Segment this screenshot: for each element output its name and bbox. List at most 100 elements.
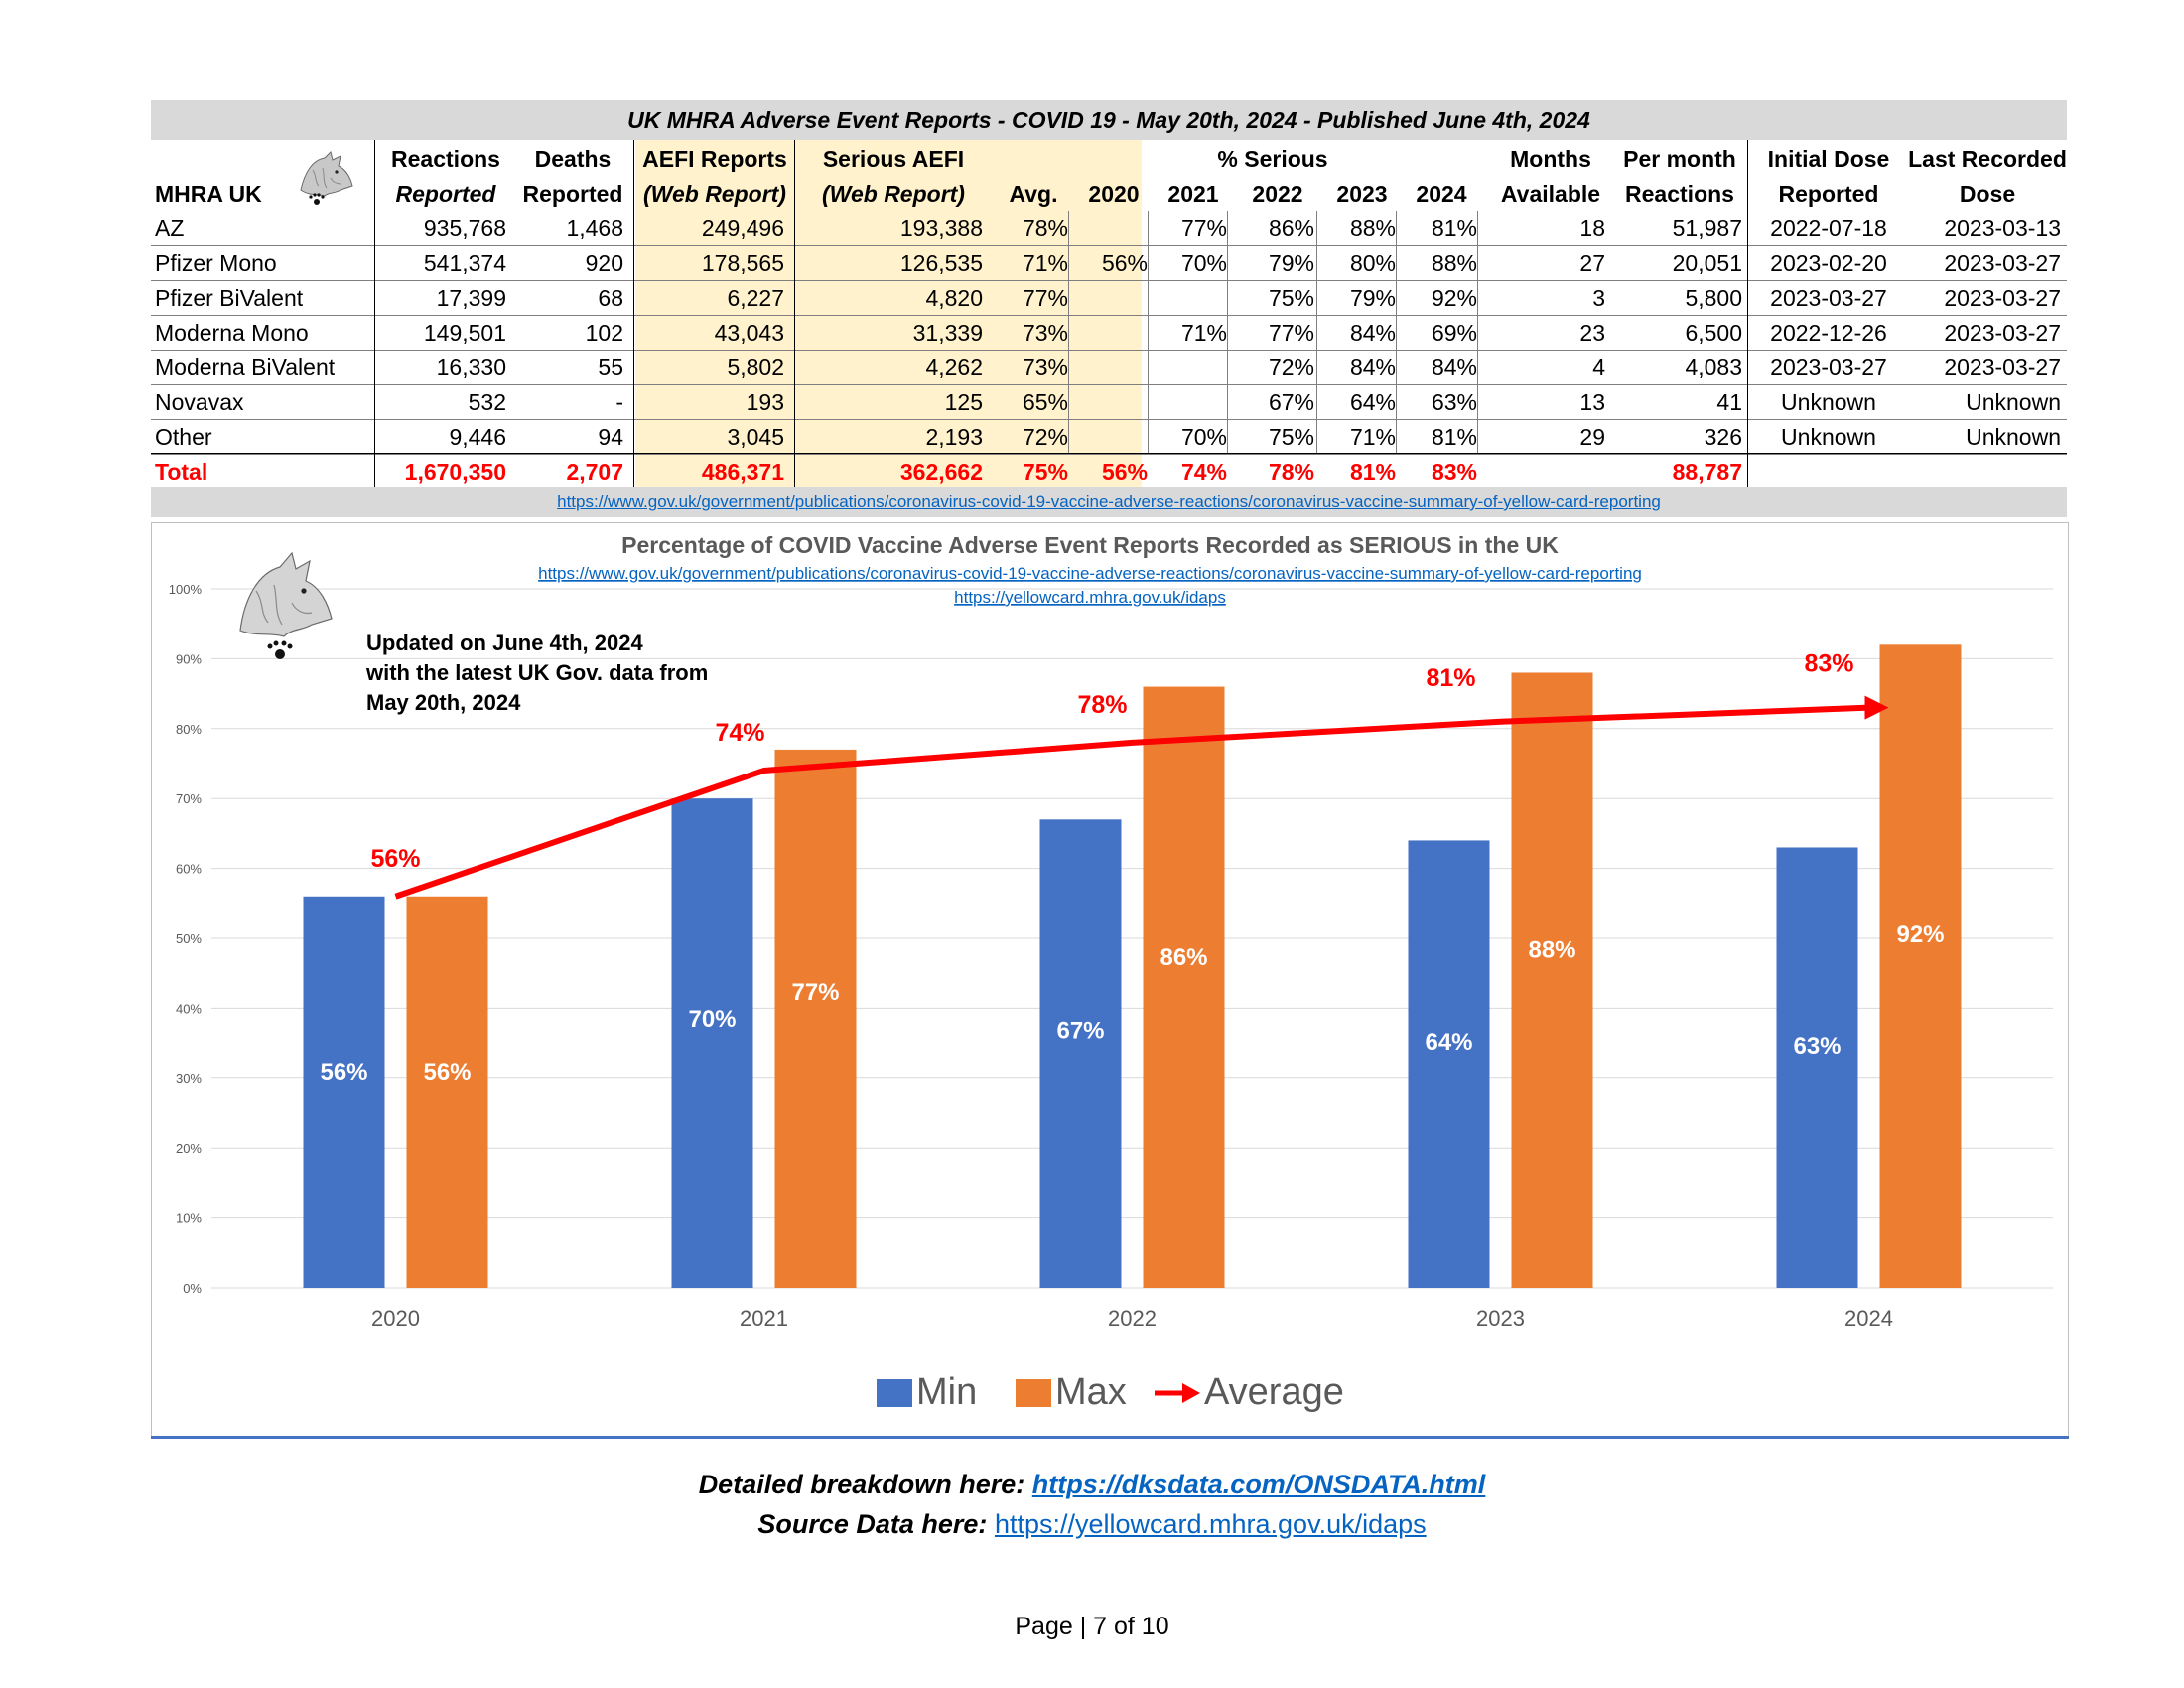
cell-reactions: 16,330 bbox=[436, 354, 506, 380]
bar-max bbox=[774, 749, 857, 1288]
cell-y2020 bbox=[1074, 420, 1148, 454]
hdr-reactions-sub: Reported bbox=[377, 177, 514, 211]
hdr-aefi-sub: (Web Report) bbox=[635, 177, 794, 211]
bar-max bbox=[1511, 672, 1593, 1288]
cell-deaths: 920 bbox=[585, 250, 623, 276]
hdr-reported-1: Reported bbox=[395, 181, 496, 207]
chart-subtitle-link-2[interactable]: https://yellowcard.mhra.gov.uk/idaps bbox=[954, 588, 1226, 607]
legend-max-swatch bbox=[1016, 1379, 1051, 1407]
bar-max bbox=[406, 896, 488, 1288]
y-tick-label: 60% bbox=[176, 862, 202, 877]
cell-months: 27 bbox=[1579, 250, 1605, 276]
breakdown-label: Detailed breakdown here: bbox=[698, 1470, 1032, 1499]
hdr-web-report-2: (Web Report) bbox=[822, 181, 965, 207]
hdr-deaths: Deaths bbox=[534, 146, 612, 172]
cell-y2023: 64% bbox=[1349, 389, 1396, 415]
col-rule bbox=[374, 140, 375, 497]
cell-months: 13 bbox=[1579, 389, 1605, 415]
cell-y2022: 75% bbox=[1268, 285, 1314, 311]
total-initial bbox=[1749, 455, 1908, 489]
average-data-label: 56% bbox=[370, 845, 420, 873]
wolf-logo-icon bbox=[300, 151, 353, 205]
row-rule bbox=[151, 419, 2067, 420]
hdr-months: Months bbox=[1510, 146, 1591, 172]
pct-col-rule bbox=[1396, 211, 1397, 453]
hdr-pct-serious: % Serious bbox=[1217, 146, 1328, 172]
total-y2024: 83% bbox=[1431, 459, 1477, 485]
cell-serious: 4,820 bbox=[925, 285, 983, 311]
cell-y2021: 71% bbox=[1180, 320, 1227, 346]
cell-y2022: 72% bbox=[1268, 354, 1314, 380]
cell-initial: 2023-03-27 bbox=[1770, 354, 1887, 380]
wolf-logo-icon bbox=[239, 551, 333, 659]
cell-y2024: 88% bbox=[1431, 250, 1477, 276]
x-tick-label: 2024 bbox=[1844, 1306, 1893, 1331]
legend-min-swatch bbox=[877, 1379, 912, 1407]
x-tick-label: 2023 bbox=[1476, 1306, 1525, 1331]
bar-max bbox=[1143, 686, 1225, 1288]
cell-last: Unknown bbox=[1966, 424, 2061, 450]
cell-initial: 2023-02-20 bbox=[1770, 250, 1887, 276]
cell-per_month: 51,987 bbox=[1672, 215, 1742, 241]
hdr-2021: 2021 bbox=[1167, 181, 1219, 207]
col-rule bbox=[1747, 140, 1748, 497]
cell-y2020 bbox=[1074, 316, 1148, 350]
y-tick-label: 40% bbox=[176, 1001, 202, 1016]
x-tick-label: 2021 bbox=[740, 1306, 788, 1331]
hdr-web-report-1: (Web Report) bbox=[643, 181, 786, 207]
cell-y2024: 81% bbox=[1431, 424, 1477, 450]
source-label: Source Data here: bbox=[757, 1509, 995, 1539]
y-tick-label: 20% bbox=[176, 1141, 202, 1156]
breakdown-link[interactable]: https://dksdata.com/ONSDATA.html bbox=[1031, 1470, 1486, 1499]
cell-y2022: 75% bbox=[1268, 424, 1314, 450]
source-row: https://www.gov.uk/government/publicatio… bbox=[151, 487, 2067, 517]
chart-canvas: 0% 10% 20% 30% 40% 50% 60% 70% 80% 90% 100% 2020 56… bbox=[169, 532, 2053, 1413]
hdr-aefi: AEFI Reports bbox=[642, 146, 787, 172]
total-deaths: 2,707 bbox=[566, 459, 623, 485]
chart-subtitle-link-1[interactable]: https://www.gov.uk/government/publicatio… bbox=[538, 564, 1642, 583]
chart-grid: 0% 10% 20% 30% 40% 50% 60% 70% 80% 90% 100% bbox=[169, 582, 2053, 1296]
hdr-last: Last Recorded bbox=[1908, 146, 2067, 172]
cell-name: Pfizer Mono bbox=[155, 250, 277, 276]
pct-col-rule bbox=[1477, 211, 1478, 453]
cell-per_month: 41 bbox=[1716, 389, 1742, 415]
hdr-mhra-uk: MHRA UK bbox=[155, 181, 262, 207]
y-tick-label: 0% bbox=[183, 1281, 202, 1296]
col-rule bbox=[794, 140, 795, 487]
cell-y2022: 79% bbox=[1268, 250, 1314, 276]
cell-per_month: 326 bbox=[1704, 424, 1742, 450]
table-source-link[interactable]: https://www.gov.uk/government/publicatio… bbox=[557, 492, 1661, 511]
cell-initial: Unknown bbox=[1781, 389, 1876, 415]
row-rule bbox=[151, 350, 2067, 351]
x-tick-label: 2020 bbox=[371, 1306, 420, 1331]
cell-y2021 bbox=[1154, 385, 1227, 419]
cell-avg: 73% bbox=[1022, 320, 1068, 346]
cell-y2020 bbox=[1074, 211, 1148, 245]
cell-months: 23 bbox=[1579, 320, 1605, 346]
cell-y2022: 77% bbox=[1268, 320, 1314, 346]
cell-serious: 193,388 bbox=[899, 215, 983, 241]
total-per_month: 88,787 bbox=[1672, 459, 1742, 485]
cell-y2024: 81% bbox=[1431, 215, 1477, 241]
total-serious: 362,662 bbox=[899, 459, 983, 485]
col-rule bbox=[633, 140, 634, 487]
average-data-label: 81% bbox=[1426, 664, 1475, 692]
cell-y2021: 70% bbox=[1180, 424, 1227, 450]
source-link[interactable]: https://yellowcard.mhra.gov.uk/idaps bbox=[994, 1509, 1427, 1539]
bar-min bbox=[1776, 847, 1858, 1288]
y-tick-label: 100% bbox=[169, 582, 203, 597]
cell-y2023: 84% bbox=[1349, 354, 1396, 380]
row-rule bbox=[151, 384, 2067, 385]
cell-aefi: 6,227 bbox=[727, 285, 784, 311]
cell-y2020 bbox=[1074, 385, 1148, 419]
cell-y2024: 92% bbox=[1431, 285, 1477, 311]
chart-bars bbox=[303, 644, 1962, 1288]
chart-labels: 2020 56% 56% 2021 70% 77% 2022 67% 86% 2023 64% 88%… bbox=[320, 650, 1944, 1331]
total-y2020: 56% bbox=[1101, 459, 1148, 485]
y-tick-label: 90% bbox=[176, 651, 202, 666]
cell-avg: 77% bbox=[1022, 285, 1068, 311]
bar-data-label: 86% bbox=[1160, 944, 1207, 971]
cell-serious: 31,339 bbox=[912, 320, 983, 346]
cell-last: 2023-03-27 bbox=[1944, 320, 2061, 346]
cell-last: Unknown bbox=[1966, 389, 2061, 415]
